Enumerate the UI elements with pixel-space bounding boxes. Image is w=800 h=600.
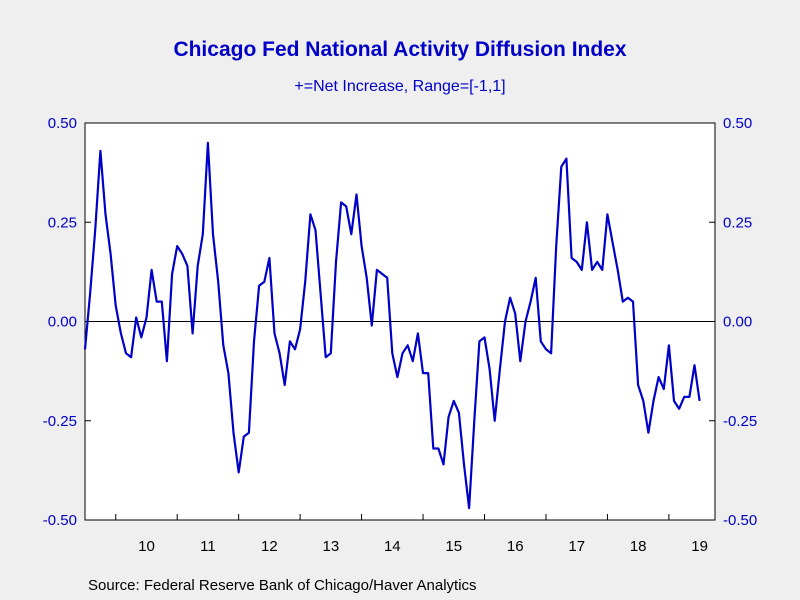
y-tick-label-right: 0.00	[723, 314, 752, 331]
y-tick-label-right: -0.25	[723, 413, 757, 430]
y-tick-label-right: 0.25	[723, 214, 752, 231]
x-tick-label: 18	[630, 538, 647, 555]
series-line	[83, 141, 701, 510]
x-tick-label: 10	[138, 538, 155, 555]
y-tick-label-right: -0.50	[723, 512, 757, 529]
y-tick-label-left: 0.25	[48, 214, 77, 231]
y-tick-label-left: 0.50	[48, 115, 77, 132]
y-tick-label-left: 0.00	[48, 314, 77, 331]
x-tick-label: 14	[384, 538, 401, 555]
chart-source: Source: Federal Reserve Bank of Chicago/…	[88, 577, 477, 594]
chart-title: Chicago Fed National Activity Diffusion …	[173, 38, 627, 61]
x-tick-label: 12	[261, 538, 278, 555]
y-tick-label-left: -0.50	[43, 512, 77, 529]
x-tick-label: 17	[568, 538, 585, 555]
x-tick-label: 16	[507, 538, 524, 555]
x-tick-label: 13	[323, 538, 340, 555]
x-tick-label: 15	[445, 538, 462, 555]
chart-subtitle: +=Net Increase, Range=[-1,1]	[294, 78, 506, 95]
x-tick-label: 11	[200, 538, 216, 555]
x-tick-label: 19	[691, 538, 708, 555]
y-tick-label-right: 0.50	[723, 115, 752, 132]
y-tick-label-left: -0.25	[43, 413, 77, 430]
